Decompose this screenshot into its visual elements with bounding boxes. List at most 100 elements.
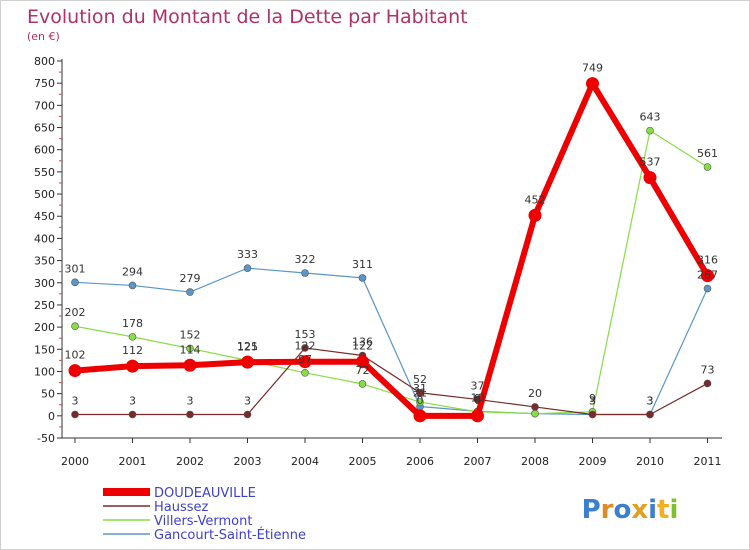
data-point (413, 409, 427, 423)
chart-title: Evolution du Montant de la Dette par Hab… (27, 6, 468, 28)
data-label: 125 (237, 340, 258, 353)
data-label: 0 (417, 394, 424, 407)
data-point (128, 410, 137, 419)
data-label: 561 (697, 147, 718, 160)
data-point (186, 288, 194, 296)
data-point (416, 388, 424, 397)
data-label: 202 (65, 306, 86, 319)
x-tick-label: 2000 (61, 455, 89, 468)
data-label: 121 (237, 340, 258, 353)
y-tick-label: -50 (37, 432, 55, 445)
data-label: 3 (244, 394, 251, 407)
series-3 (68, 77, 714, 423)
data-label: 112 (122, 344, 143, 357)
y-tick-label: 50 (41, 388, 55, 401)
data-point (186, 344, 194, 353)
data-label: 153 (295, 328, 316, 341)
y-tick-label: 350 (34, 255, 55, 268)
y-tick-label: 600 (34, 144, 55, 157)
data-point (356, 355, 369, 369)
data-label: 294 (122, 265, 143, 278)
series-line (74, 130, 708, 415)
data-point (643, 171, 657, 185)
data-label: 31 (413, 382, 427, 395)
data-point (416, 398, 424, 406)
x-tick-label: 2004 (291, 455, 319, 468)
x-tick-label: 2007 (464, 455, 492, 468)
x-tick-label: 2002 (176, 455, 204, 468)
data-label: 136 (352, 336, 373, 349)
y-tick-label: 400 (34, 232, 55, 245)
series-2 (71, 344, 712, 419)
data-label: 287 (697, 269, 718, 282)
data-point (358, 274, 367, 282)
y-tick-label: 650 (34, 122, 55, 135)
x-tick-label: 2001 (119, 455, 147, 468)
data-point (128, 281, 137, 290)
data-point (71, 278, 79, 287)
y-tick-label: 700 (34, 99, 55, 112)
data-label: 72 (356, 364, 370, 377)
data-point (703, 379, 712, 388)
data-point (243, 410, 252, 419)
data-point (183, 358, 197, 372)
data-point (301, 344, 309, 352)
data-label: 537 (640, 156, 661, 169)
data-label: 3 (589, 394, 596, 407)
data-label: 322 (295, 253, 316, 266)
data-label: 37 (471, 379, 485, 392)
legend-label: Villers-Vermont (154, 514, 252, 529)
data-label: 643 (640, 111, 661, 124)
x-tick-label: 2008 (521, 455, 549, 468)
y-tick-label: 500 (34, 188, 55, 201)
data-point (471, 409, 484, 423)
y-tick-label: 300 (34, 277, 55, 290)
data-label: 20 (528, 387, 542, 400)
data-point (186, 410, 194, 419)
data-point (586, 77, 599, 91)
data-label: 301 (65, 262, 86, 275)
data-label: 97 (298, 353, 312, 366)
data-label: 0 (474, 394, 481, 407)
data-point (531, 403, 539, 411)
proxiti-logo: Proxiti (582, 495, 679, 525)
data-label: 3 (647, 394, 654, 407)
data-label: 122 (295, 340, 316, 353)
x-tick-label: 2009 (579, 455, 607, 468)
data-point (646, 410, 654, 419)
data-label: 279 (180, 272, 201, 285)
data-label: 311 (352, 258, 373, 271)
data-label: 9 (589, 392, 596, 405)
y-tick-label: 450 (34, 210, 55, 223)
data-label: 3 (647, 394, 654, 407)
series-line (74, 80, 711, 419)
data-label: 114 (180, 343, 201, 356)
data-point (358, 380, 367, 388)
data-point (703, 163, 712, 171)
data-point (528, 208, 542, 222)
data-label: 316 (697, 254, 718, 267)
data-point (301, 369, 309, 377)
data-point (646, 126, 654, 135)
data-label: 3 (187, 394, 194, 407)
legend-label: DOUDEAUVILLE (154, 486, 256, 501)
y-tick-label: 750 (34, 77, 55, 90)
data-label: 52 (413, 373, 427, 386)
data-point (531, 409, 539, 418)
y-tick-label: 0 (48, 410, 55, 423)
legend-label: Gancourt-Saint-Étienne (154, 527, 306, 543)
legend-label: Haussez (154, 500, 209, 515)
data-label: 9 (474, 392, 481, 405)
y-tick-label: 800 (34, 55, 55, 68)
x-tick-label: 2011 (694, 455, 722, 468)
data-point (71, 322, 79, 331)
chart-subtitle: (en €) (27, 30, 60, 43)
x-tick-label: 2010 (636, 455, 664, 468)
data-label: 3 (72, 394, 79, 407)
x-tick-label: 2005 (349, 455, 377, 468)
data-label: 10 (471, 391, 485, 404)
data-point (241, 355, 254, 369)
series-line (75, 347, 708, 416)
